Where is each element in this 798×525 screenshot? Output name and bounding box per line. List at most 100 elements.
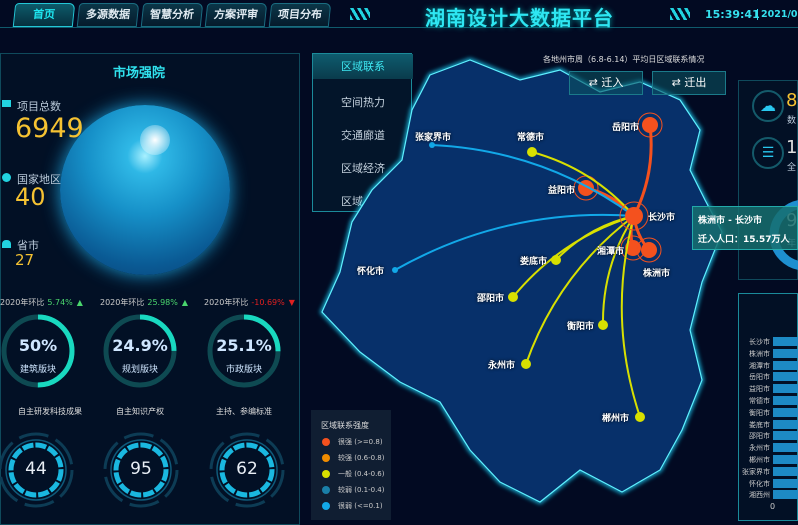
city-label[interactable]: 株洲市 [643, 269, 671, 279]
legend-item[interactable]: 较弱 (0.1-0.4) [322, 485, 384, 495]
clock-date: 2021/0 [757, 9, 798, 20]
city-label[interactable]: 邵阳市 [477, 294, 505, 304]
donut-caption: 主持、参编标准 [216, 407, 272, 416]
right-stat-label: 数 [787, 116, 797, 126]
gauge-value: 95 [130, 459, 152, 479]
yoy-label: 2020年环比 [204, 298, 249, 307]
donut-name: 规划版块 [121, 365, 158, 375]
city-label[interactable]: 衡阳市 [567, 322, 595, 332]
cloud-icon: ☁ [752, 90, 784, 122]
yoy-row: 2020年环比 25.98% ▲ [100, 297, 188, 308]
bar[interactable] [773, 384, 798, 394]
bar-label: 岳阳市 [749, 373, 770, 382]
city-label[interactable]: 益阳市 [548, 186, 576, 196]
folder-icon [2, 100, 11, 107]
legend-item[interactable]: 一般 (0.4-0.6) [322, 469, 384, 479]
bar-label: 张家界市 [742, 467, 770, 476]
city-point [642, 117, 658, 133]
bar-label: 长沙市 [749, 338, 770, 346]
city-point-changsha [625, 207, 643, 225]
city-label[interactable]: 岳阳市 [612, 123, 640, 133]
legend-dot-icon [322, 454, 330, 462]
bar[interactable] [773, 372, 798, 382]
legend-dot-icon [322, 438, 330, 446]
menu-regional-economy[interactable]: 区域经济 [341, 162, 385, 175]
bar-label: 邵阳市 [749, 432, 770, 441]
bar[interactable] [773, 419, 798, 429]
legend-label: 很强 (>=0.8) [338, 438, 383, 446]
ring-gauge [103, 432, 179, 508]
bar-label: 株洲市 [749, 349, 770, 358]
donut-value: 50% [18, 336, 58, 355]
bar[interactable] [773, 443, 798, 453]
gauge-value: 44 [25, 459, 47, 479]
city-label[interactable]: 长沙市 [648, 213, 676, 223]
route-line [394, 213, 635, 271]
bar[interactable] [773, 478, 798, 488]
route-tooltip: 株洲市 - 长沙市 迁入人口：15.57万人 [692, 206, 798, 250]
legend-label: 较强 (0.6-0.8) [338, 454, 385, 462]
bar[interactable] [773, 407, 798, 417]
donut-name: 市政版块 [225, 365, 262, 375]
stat-label: 国家地区 [17, 173, 61, 186]
stat-value: 40 [15, 183, 46, 211]
legend-item[interactable]: 较强 (0.6-0.8) [322, 453, 384, 463]
donut-fill [207, 314, 281, 388]
legend-dot-icon [322, 470, 330, 478]
swap-icon: ⇄ [671, 76, 685, 89]
menu-traffic-corridor[interactable]: 交通廊道 [341, 129, 385, 142]
bar-label: 娄底市 [749, 420, 770, 429]
route-layer [392, 112, 663, 422]
bar-label: 益阳市 [749, 385, 770, 394]
legend-label: 较弱 (0.1-0.4) [338, 486, 385, 494]
city-point [635, 412, 645, 422]
bar-label: 湘西州 [749, 491, 770, 500]
bar[interactable] [773, 466, 798, 476]
city-ripple [636, 237, 662, 263]
route-line [601, 215, 635, 326]
bar[interactable] [773, 490, 798, 500]
legend-dot-icon [322, 486, 330, 494]
yoy-value: 5.74% [47, 298, 73, 307]
bar[interactable] [773, 337, 798, 346]
bar[interactable] [773, 431, 798, 441]
city-label[interactable]: 娄底市 [520, 257, 548, 267]
city-label[interactable]: 张家界市 [415, 133, 452, 143]
bar[interactable] [773, 396, 798, 405]
axis-zero: 0 [770, 502, 776, 511]
bar-label: 衡阳市 [749, 408, 770, 417]
map-subtitle: 各地州市周（6.8-6.14）平均日区域联系情况 [543, 55, 705, 64]
donut-fill [103, 314, 177, 388]
city-point [429, 142, 435, 148]
menu-spatial-heat[interactable]: 空间热力 [341, 96, 385, 109]
legend-dot-icon [322, 502, 330, 510]
arrow-down-icon: ▼ [288, 298, 295, 307]
right-stat-value: 1 [786, 137, 798, 158]
legend-title: 区域联系强度 [321, 421, 369, 430]
legend-item[interactable]: 很弱 (<=0.1) [322, 501, 383, 511]
right-stat-label: 全 [787, 163, 797, 173]
city-label[interactable]: 怀化市 [357, 267, 385, 277]
yoy-value: -10.69% [251, 298, 285, 307]
city-label[interactable]: 永州市 [488, 361, 516, 371]
city-label[interactable]: 郴州市 [602, 414, 630, 424]
swap-icon: ⇄ [588, 76, 602, 89]
bar-label: 永州市 [749, 444, 770, 453]
stat-value: 27 [15, 251, 35, 269]
ring-gauge [0, 432, 74, 508]
migrate-in-button[interactable]: ⇄ 迁入 [569, 71, 643, 95]
city-label[interactable]: 常德市 [517, 133, 545, 143]
bar-label: 郴州市 [749, 456, 770, 464]
bar[interactable] [773, 455, 798, 464]
bar[interactable] [773, 360, 798, 370]
city-label[interactable]: 湘潭市 [597, 247, 625, 257]
legend-item[interactable]: 很强 (>=0.8) [322, 437, 383, 447]
menu-region-link[interactable]: 区域联系 [313, 54, 413, 79]
migrate-out-button[interactable]: ⇄ 迁出 [652, 71, 726, 95]
legend-label: 很弱 (<=0.1) [338, 502, 383, 510]
city-point [508, 292, 518, 302]
donut-caption: 自主知识产权 [116, 407, 164, 416]
bar[interactable] [773, 348, 798, 358]
yoy-label: 2020年环比 [0, 298, 45, 307]
